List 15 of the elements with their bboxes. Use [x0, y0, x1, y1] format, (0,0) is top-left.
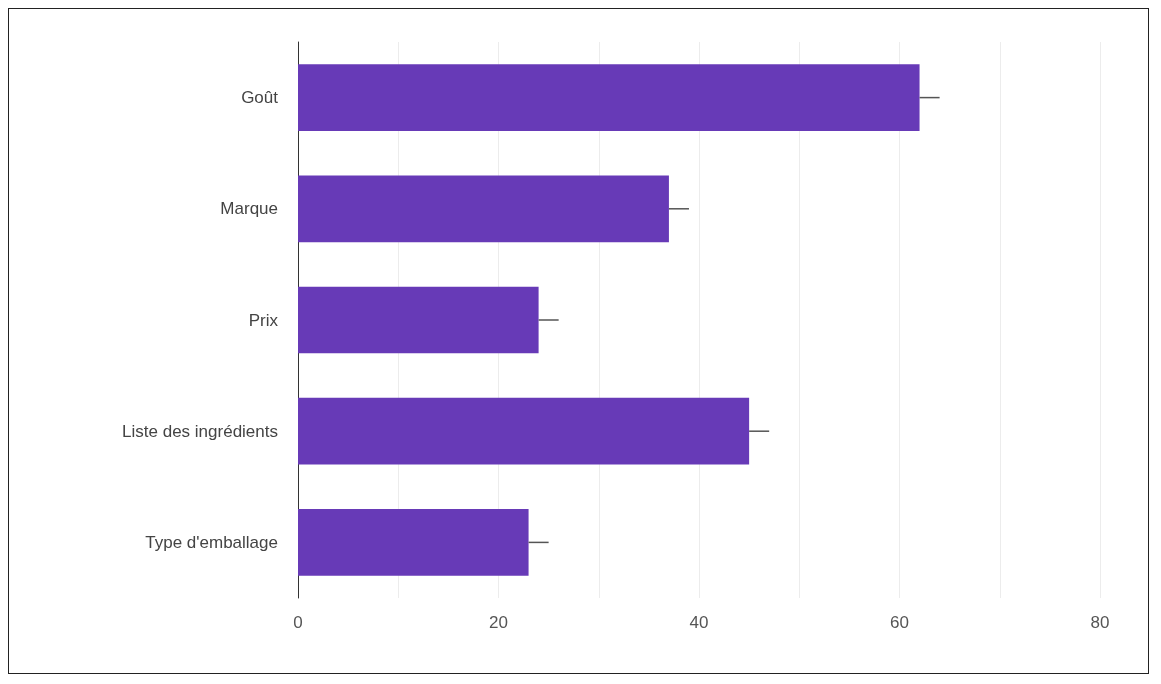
bar — [298, 286, 539, 354]
y-tick-label: Prix — [248, 310, 279, 330]
bar — [298, 397, 750, 465]
x-tick-label: 40 — [689, 613, 709, 632]
bar — [298, 64, 920, 131]
bar — [298, 509, 529, 576]
y-tick-label: Marque — [220, 199, 278, 219]
x-tick-label: 60 — [890, 613, 909, 632]
bar — [298, 175, 669, 243]
x-tick-label: 80 — [1090, 613, 1110, 632]
y-tick-label: Goût — [241, 88, 279, 108]
x-tick-label: 0 — [293, 613, 303, 632]
x-tick-label: 20 — [489, 613, 508, 632]
y-tick-label: Type d'emballage — [145, 532, 278, 552]
y-tick-label: Liste des ingrédients — [122, 421, 278, 441]
